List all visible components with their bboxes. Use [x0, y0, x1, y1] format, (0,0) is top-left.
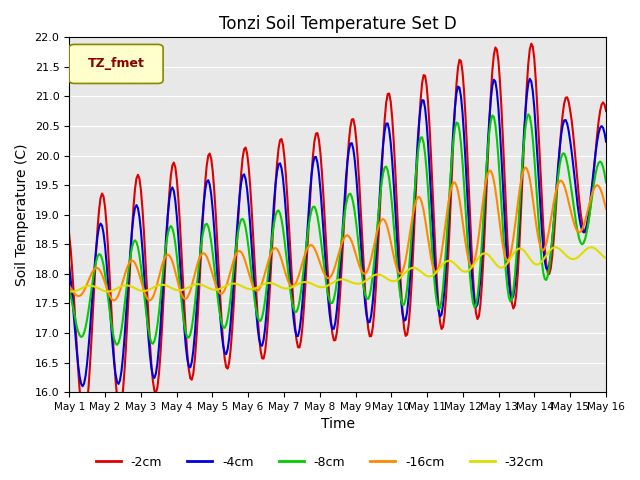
Title: Tonzi Soil Temperature Set D: Tonzi Soil Temperature Set D	[219, 15, 456, 33]
-4cm	[526, 76, 534, 82]
-32cm	[301, 279, 309, 285]
-8cm	[301, 250, 309, 255]
Line: -2cm: -2cm	[69, 44, 606, 419]
-16cm	[301, 250, 309, 256]
-2cm	[602, 108, 610, 114]
-4cm	[301, 257, 309, 263]
-32cm	[227, 281, 234, 287]
-16cm	[110, 298, 118, 303]
-4cm	[244, 202, 252, 208]
-32cm	[132, 286, 140, 292]
-2cm	[65, 231, 73, 237]
Line: -32cm: -32cm	[69, 247, 606, 291]
-32cm	[253, 285, 261, 290]
-4cm	[227, 320, 234, 325]
-4cm	[65, 262, 73, 268]
-4cm	[602, 139, 610, 144]
-32cm	[244, 286, 252, 292]
-32cm	[588, 244, 595, 250]
Line: -16cm: -16cm	[69, 168, 606, 300]
-8cm	[113, 342, 121, 348]
-16cm	[227, 268, 234, 274]
-4cm	[253, 324, 261, 330]
-16cm	[602, 206, 610, 212]
-8cm	[227, 294, 234, 300]
-2cm	[244, 164, 252, 169]
-32cm	[68, 288, 76, 294]
-8cm	[575, 236, 583, 241]
-2cm	[575, 196, 583, 202]
-8cm	[602, 180, 610, 185]
-4cm	[79, 384, 86, 389]
Line: -8cm: -8cm	[69, 114, 606, 345]
-16cm	[132, 264, 140, 269]
-2cm	[80, 416, 88, 422]
-2cm	[227, 346, 234, 352]
Text: TZ_fmet: TZ_fmet	[88, 58, 145, 71]
-32cm	[574, 254, 582, 260]
-16cm	[244, 270, 252, 276]
-16cm	[253, 288, 261, 294]
-16cm	[65, 283, 73, 288]
-8cm	[253, 314, 261, 320]
-2cm	[301, 280, 309, 286]
-2cm	[132, 176, 140, 181]
FancyBboxPatch shape	[69, 45, 163, 84]
Legend: -2cm, -4cm, -8cm, -16cm, -32cm: -2cm, -4cm, -8cm, -16cm, -32cm	[91, 451, 549, 474]
-32cm	[602, 255, 610, 261]
-16cm	[522, 165, 529, 170]
Line: -4cm: -4cm	[69, 79, 606, 386]
-8cm	[524, 111, 532, 117]
-4cm	[132, 202, 140, 208]
-8cm	[132, 239, 140, 245]
-4cm	[575, 214, 583, 219]
Y-axis label: Soil Temperature (C): Soil Temperature (C)	[15, 144, 29, 286]
-8cm	[244, 245, 252, 251]
-16cm	[575, 229, 583, 235]
-2cm	[527, 41, 535, 47]
X-axis label: Time: Time	[321, 418, 355, 432]
-32cm	[65, 288, 73, 294]
-2cm	[253, 313, 261, 319]
-8cm	[65, 286, 73, 291]
